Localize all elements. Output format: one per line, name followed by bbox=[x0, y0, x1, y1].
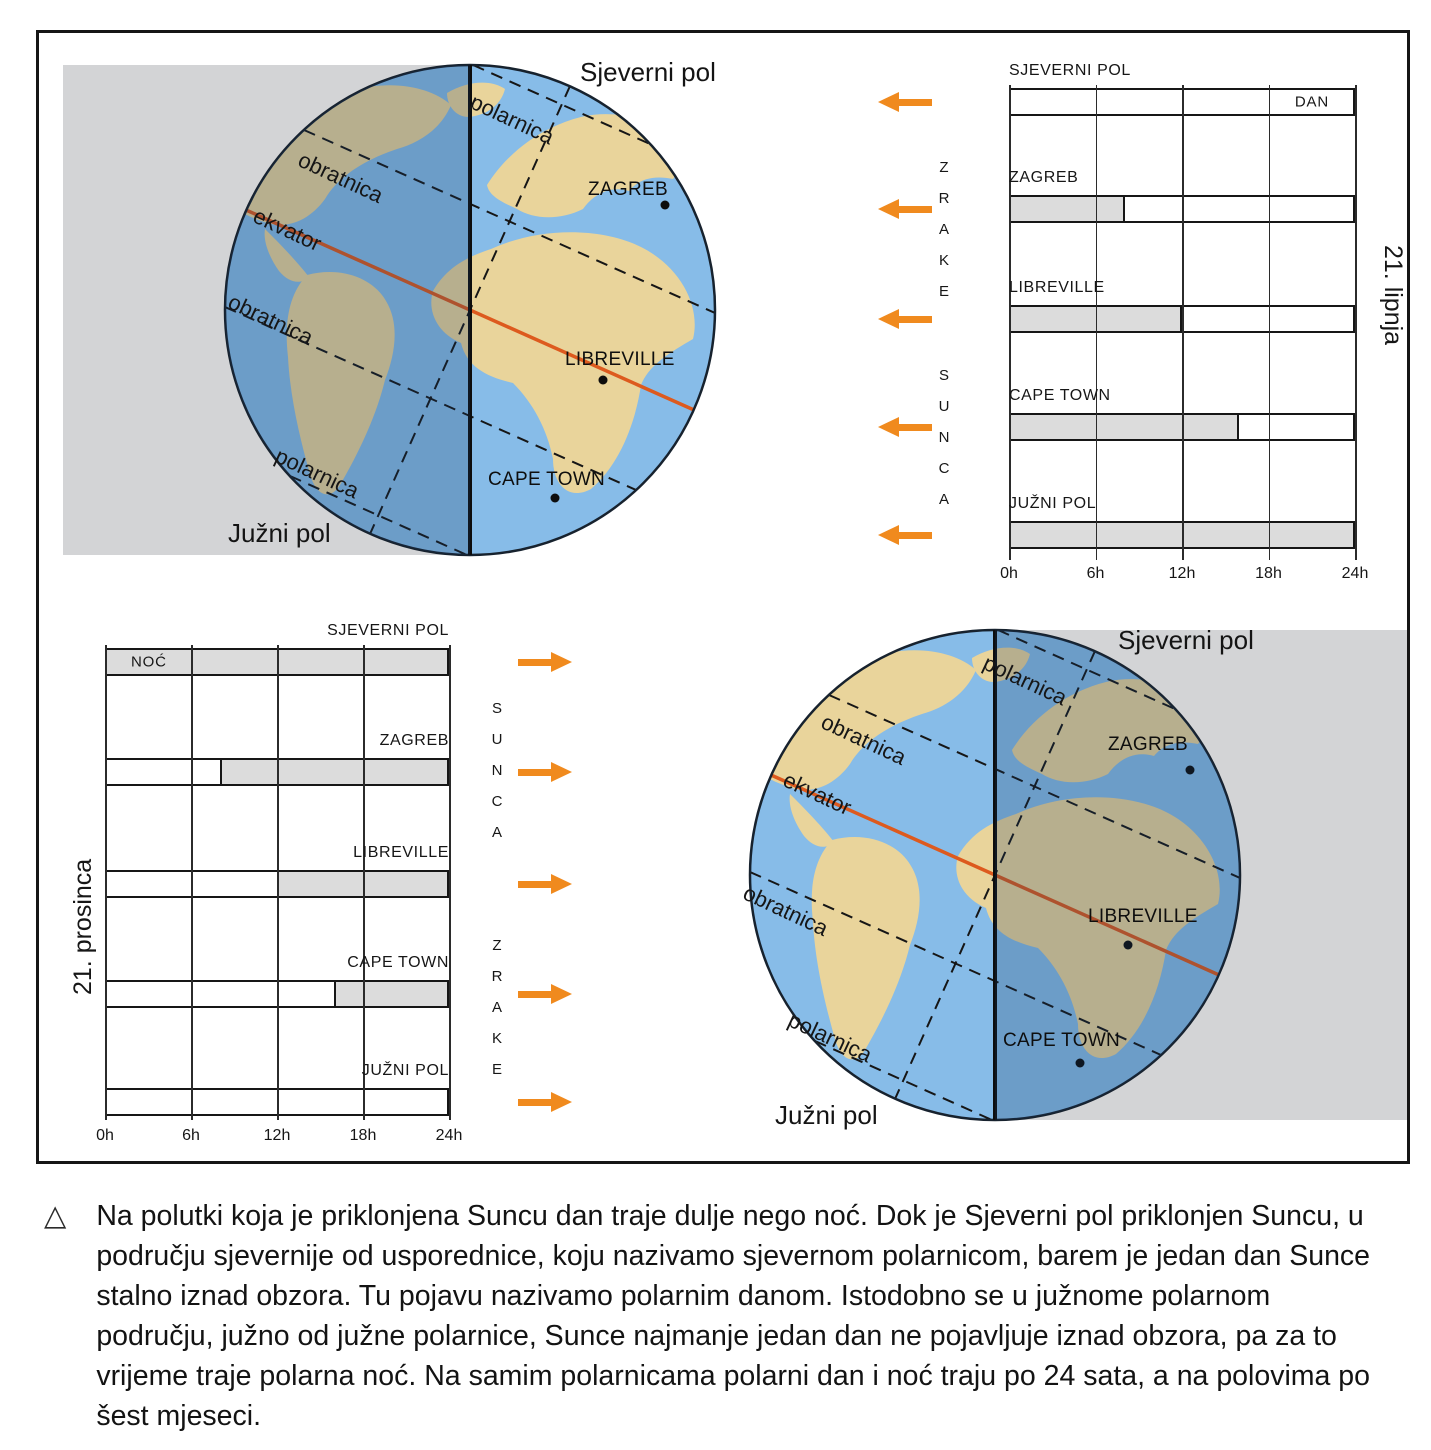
sun-ray-arrow bbox=[878, 417, 932, 437]
grid-line bbox=[363, 645, 365, 1120]
grid-line bbox=[277, 645, 279, 1120]
sun-rays-letter: S bbox=[491, 700, 502, 717]
night-segment bbox=[1011, 415, 1239, 439]
date-label: 21. lipnja bbox=[1379, 245, 1407, 346]
city-label-cape-town: CAPE TOWN bbox=[488, 469, 606, 490]
caption-text: Na polutki koja je priklonjena Suncu dan… bbox=[96, 1200, 1371, 1432]
grid-line bbox=[1268, 85, 1270, 560]
sun-rays-letter: U bbox=[491, 731, 503, 748]
x-tick: 24h bbox=[1341, 565, 1369, 582]
bar-text: NOĆ bbox=[131, 653, 167, 671]
sun-rays-letter: Z bbox=[939, 159, 949, 176]
date-label: 21. prosinca bbox=[69, 858, 97, 995]
row-label: JUŽNI POL bbox=[361, 1062, 449, 1079]
city-label-zagreb: ZAGREB bbox=[1108, 734, 1188, 755]
night-segment bbox=[220, 760, 447, 784]
sun-ray-arrow bbox=[518, 762, 572, 782]
sun-rays-letter: K bbox=[491, 1030, 502, 1047]
sun-ray-arrow bbox=[518, 874, 572, 894]
row-label: CAPE TOWN bbox=[1009, 387, 1111, 404]
north-pole-label: Sjeverni pol bbox=[580, 57, 716, 87]
city-label-libreville: LIBREVILLE bbox=[1088, 906, 1198, 927]
sun-ray-arrow bbox=[518, 652, 572, 672]
sun-rays-letter: R bbox=[938, 190, 950, 207]
sun-ray-arrow bbox=[878, 199, 932, 219]
grid-line bbox=[191, 645, 193, 1120]
x-tick: 6h bbox=[1086, 565, 1105, 582]
caption: △ Na polutki koja je priklonjena Suncu d… bbox=[44, 1196, 1404, 1436]
sun-rays-letter: A bbox=[938, 221, 949, 238]
sun-ray-arrow bbox=[518, 984, 572, 1004]
night-segment bbox=[277, 872, 447, 896]
sun-rays-letter: A bbox=[938, 491, 949, 508]
caption-triangle-icon: △ bbox=[44, 1200, 67, 1232]
x-tick: 0h bbox=[1000, 565, 1018, 582]
row-label: SJEVERNI POL bbox=[1009, 62, 1131, 79]
sun-rays-letter: N bbox=[938, 429, 950, 446]
row-label: ZAGREB bbox=[379, 732, 449, 749]
row-label: LIBREVILLE bbox=[353, 844, 449, 861]
sun-ray-arrow bbox=[878, 525, 932, 545]
sun-rays-letter: C bbox=[938, 460, 950, 477]
city-label-cape-town: CAPE TOWN bbox=[1003, 1030, 1121, 1051]
sun-rays-letter: E bbox=[491, 1061, 502, 1078]
grid-line bbox=[1095, 85, 1097, 560]
x-tick: 18h bbox=[1255, 565, 1282, 582]
row-label: JUŽNI POL bbox=[1009, 495, 1097, 512]
sun-rays-letter: A bbox=[491, 999, 502, 1016]
x-tick: 12h bbox=[263, 1127, 291, 1144]
south-pole-label: Južni pol bbox=[775, 1100, 878, 1130]
x-tick: 0h bbox=[96, 1127, 114, 1144]
figure-frame: Sjeverni pol Južni pol polarnica obratni… bbox=[36, 30, 1410, 1164]
night-segment bbox=[1011, 197, 1125, 221]
sun-rays-letter: E bbox=[938, 283, 949, 300]
row-label: LIBREVILLE bbox=[1009, 279, 1105, 296]
sun-rays-letter: U bbox=[938, 398, 950, 415]
grid-line bbox=[1009, 85, 1011, 560]
south-pole-label: Južni pol bbox=[228, 518, 331, 548]
row-label: CAPE TOWN bbox=[347, 954, 449, 971]
grid-line bbox=[1355, 85, 1357, 560]
sun-rays-letter: N bbox=[491, 762, 503, 779]
sun-rays-letter: K bbox=[938, 252, 949, 269]
x-tick: 12h bbox=[1168, 565, 1196, 582]
x-tick: 24h bbox=[435, 1127, 463, 1144]
grid-line bbox=[449, 645, 451, 1120]
city-label-libreville: LIBREVILLE bbox=[565, 349, 675, 370]
sun-ray-arrow bbox=[878, 92, 932, 112]
x-tick: 18h bbox=[349, 1127, 377, 1144]
north-pole-label: Sjeverni pol bbox=[1118, 625, 1254, 655]
sun-rays-letter: Z bbox=[492, 937, 502, 954]
night-shading bbox=[995, 630, 1240, 1120]
bar-text: DAN bbox=[1294, 93, 1329, 111]
sun-ray-arrow bbox=[878, 309, 932, 329]
row-label: SJEVERNI POL bbox=[327, 622, 449, 639]
sun-rays-letter: C bbox=[491, 793, 503, 810]
chart-21-prosinca: 0h 6h 12h 18h 24h SJEVERNI POL NOĆ ZAGREB LIBREV… bbox=[59, 613, 619, 1158]
night-shading bbox=[225, 65, 470, 555]
city-label-zagreb: ZAGREB bbox=[588, 179, 668, 200]
sun-rays-letter: A bbox=[491, 824, 502, 841]
grid-line bbox=[105, 645, 107, 1120]
sun-ray-arrow bbox=[518, 1092, 572, 1112]
x-tick: 6h bbox=[182, 1127, 200, 1144]
sun-rays-letter: R bbox=[491, 968, 503, 985]
row-label: ZAGREB bbox=[1009, 169, 1079, 186]
night-segment bbox=[333, 982, 447, 1006]
grid-line bbox=[1182, 85, 1184, 560]
globes-illustration bbox=[63, 33, 1407, 1161]
chart-21-lipnja: 0h 6h 12h 18h 24h SJEVERNI POL DAN ZAGREB LIBREV… bbox=[869, 53, 1407, 601]
sun-rays-letter: S bbox=[938, 367, 949, 384]
